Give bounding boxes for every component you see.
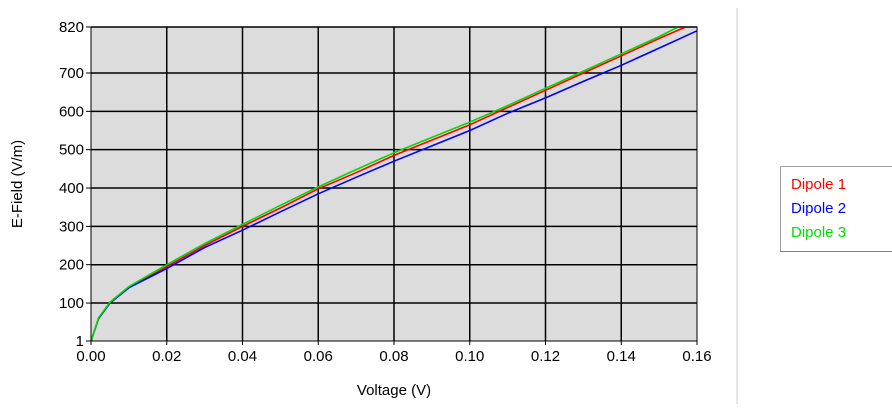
x-tick-label-2: 0.04: [228, 348, 257, 365]
legend: Dipole 1 Dipole 2 Dipole 3: [780, 166, 892, 252]
y-axis-title: E-Field (V/m): [9, 140, 26, 228]
y-tick-label-0: 1: [76, 333, 84, 350]
x-tick-label-6: 0.12: [531, 348, 560, 365]
x-tick-label-7: 0.14: [607, 348, 636, 365]
y-tick-label-7: 700: [59, 65, 84, 82]
x-tick-label-3: 0.06: [304, 348, 333, 365]
x-axis-title: Voltage (V): [357, 382, 431, 399]
y-tick-label-6: 600: [59, 103, 84, 120]
series-lines: [90, 26, 698, 342]
legend-item-dipole-2: Dipole 2: [791, 200, 847, 217]
series-line-2: [90, 30, 698, 342]
series-line-3: [90, 26, 679, 342]
y-tick-label-1: 100: [59, 295, 84, 312]
x-tick-label-5: 0.10: [455, 348, 484, 365]
y-tick-label-4: 400: [59, 180, 84, 197]
x-tick-label-0: 0.00: [76, 348, 105, 365]
y-tick-label-5: 500: [59, 142, 84, 159]
y-tick-label-3: 300: [59, 218, 84, 235]
legend-item-dipole-1: Dipole 1: [791, 176, 847, 193]
legend-item-dipole-3: Dipole 3: [791, 224, 847, 241]
x-tick-label-1: 0.02: [152, 348, 181, 365]
x-tick-label-8: 0.16: [682, 348, 711, 365]
y-tick-label-2: 200: [59, 257, 84, 274]
x-tick-label-4: 0.08: [379, 348, 408, 365]
y-tick-label-8: 820: [59, 19, 84, 36]
axis-ticks: 0.00 0.02 0.04 0.06 0.08 0.10 0.12 0.14 0.16 1 100…: [59, 19, 712, 365]
